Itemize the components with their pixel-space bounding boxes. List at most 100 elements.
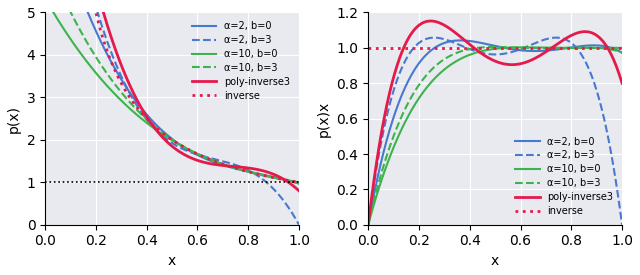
Line: α=10, b=0: α=10, b=0 [45, 0, 299, 182]
α=10, b=0 [295, 181, 303, 184]
X-axis label: x: x [168, 254, 176, 268]
α=2, b=3 [552, 36, 560, 39]
α=10, b=3 [516, 46, 524, 49]
inverse [235, 167, 243, 171]
α=10, b=0 [250, 171, 257, 175]
α=10, b=3 [162, 133, 170, 137]
α=10, b=0 [502, 46, 509, 50]
α=2, b=3 [485, 53, 493, 56]
inverse [364, 46, 372, 50]
α=2, b=3 [289, 213, 297, 216]
α=2, b=0 [163, 133, 171, 137]
poly-inverse3 [516, 62, 524, 65]
α=2, b=3 [250, 171, 257, 175]
α=10, b=3 [193, 152, 200, 155]
inverse [197, 154, 205, 157]
poly-inverse3 [618, 82, 626, 85]
poly-inverse3 [162, 139, 170, 142]
α=2, b=3 [486, 53, 494, 56]
α=10, b=3 [618, 51, 626, 54]
α=2, b=0 [618, 51, 626, 54]
poly-inverse3 [250, 167, 257, 170]
α=2, b=3 [612, 183, 620, 187]
Legend: α=2, b=0, α=2, b=3, α=10, b=0, α=10, b=3, poly-inverse3, inverse: α=2, b=0, α=2, b=3, α=10, b=0, α=10, b=3… [511, 133, 617, 220]
α=10, b=0 [515, 46, 523, 49]
Line: α=2, b=0: α=2, b=0 [368, 40, 622, 225]
poly-inverse3 [193, 158, 200, 162]
α=10, b=3 [289, 180, 297, 184]
α=2, b=3 [618, 223, 626, 226]
α=2, b=0 [573, 45, 580, 48]
Line: α=10, b=3: α=10, b=3 [45, 0, 299, 183]
Line: poly-inverse3: poly-inverse3 [45, 0, 299, 191]
α=2, b=0 [516, 49, 524, 52]
α=10, b=0 [618, 46, 626, 50]
α=2, b=0 [487, 43, 495, 47]
poly-inverse3 [289, 184, 297, 187]
α=10, b=3 [250, 171, 257, 175]
α=2, b=3 [502, 52, 509, 55]
poly-inverse3 [502, 63, 510, 66]
poly-inverse3 [163, 141, 171, 144]
inverse [295, 181, 303, 184]
α=2, b=0 [250, 171, 257, 174]
α=2, b=0 [502, 46, 510, 50]
α=10, b=3 [163, 134, 171, 138]
α=10, b=3 [295, 182, 303, 185]
α=2, b=0 [612, 48, 620, 51]
poly-inverse3 [612, 65, 620, 68]
Line: α=10, b=0: α=10, b=0 [368, 47, 622, 225]
α=10, b=3 [486, 45, 494, 49]
poly-inverse3 [485, 57, 493, 60]
Line: inverse: inverse [50, 0, 299, 182]
inverse [612, 46, 620, 50]
α=2, b=0 [456, 39, 464, 42]
α=10, b=0 [520, 46, 528, 49]
α=2, b=3 [193, 153, 200, 156]
α=2, b=0 [485, 43, 493, 46]
inverse [260, 174, 268, 177]
inverse [515, 46, 523, 50]
α=2, b=3 [163, 138, 171, 141]
poly-inverse3 [573, 31, 580, 35]
inverse [618, 46, 626, 50]
α=10, b=0 [485, 48, 493, 51]
poly-inverse3 [487, 57, 495, 61]
α=10, b=0 [364, 223, 372, 226]
Line: α=10, b=3: α=10, b=3 [368, 47, 622, 225]
α=10, b=0 [162, 135, 170, 138]
poly-inverse3 [427, 19, 435, 23]
Y-axis label: p(x)x: p(x)x [317, 100, 331, 137]
X-axis label: x: x [491, 254, 499, 268]
α=10, b=3 [364, 223, 372, 226]
α=10, b=0 [179, 145, 186, 148]
α=10, b=3 [612, 49, 620, 52]
Y-axis label: p(x): p(x) [7, 104, 21, 133]
α=2, b=3 [573, 46, 580, 50]
Line: α=2, b=3: α=2, b=3 [368, 38, 622, 225]
α=10, b=3 [502, 46, 510, 49]
inverse [485, 46, 493, 50]
α=10, b=3 [492, 45, 499, 49]
poly-inverse3 [364, 223, 372, 226]
α=10, b=0 [486, 48, 494, 51]
Line: poly-inverse3: poly-inverse3 [368, 21, 622, 225]
α=10, b=3 [485, 45, 493, 49]
inverse [205, 157, 212, 161]
α=2, b=0 [193, 153, 200, 156]
α=2, b=0 [162, 132, 170, 136]
Line: α=2, b=0: α=2, b=0 [45, 0, 299, 183]
α=2, b=3 [295, 223, 303, 226]
poly-inverse3 [295, 189, 303, 192]
Legend: α=2, b=0, α=2, b=3, α=10, b=0, α=10, b=3, poly-inverse3, inverse: α=2, b=0, α=2, b=3, α=10, b=0, α=10, b=3… [188, 17, 294, 104]
α=10, b=3 [179, 144, 186, 148]
α=10, b=0 [289, 180, 297, 183]
inverse [191, 151, 198, 154]
α=2, b=0 [295, 182, 303, 185]
α=10, b=0 [193, 152, 200, 155]
inverse [486, 46, 494, 50]
α=10, b=0 [612, 46, 620, 50]
α=2, b=0 [289, 180, 297, 183]
Line: α=2, b=3: α=2, b=3 [45, 0, 299, 225]
α=2, b=3 [179, 147, 186, 150]
